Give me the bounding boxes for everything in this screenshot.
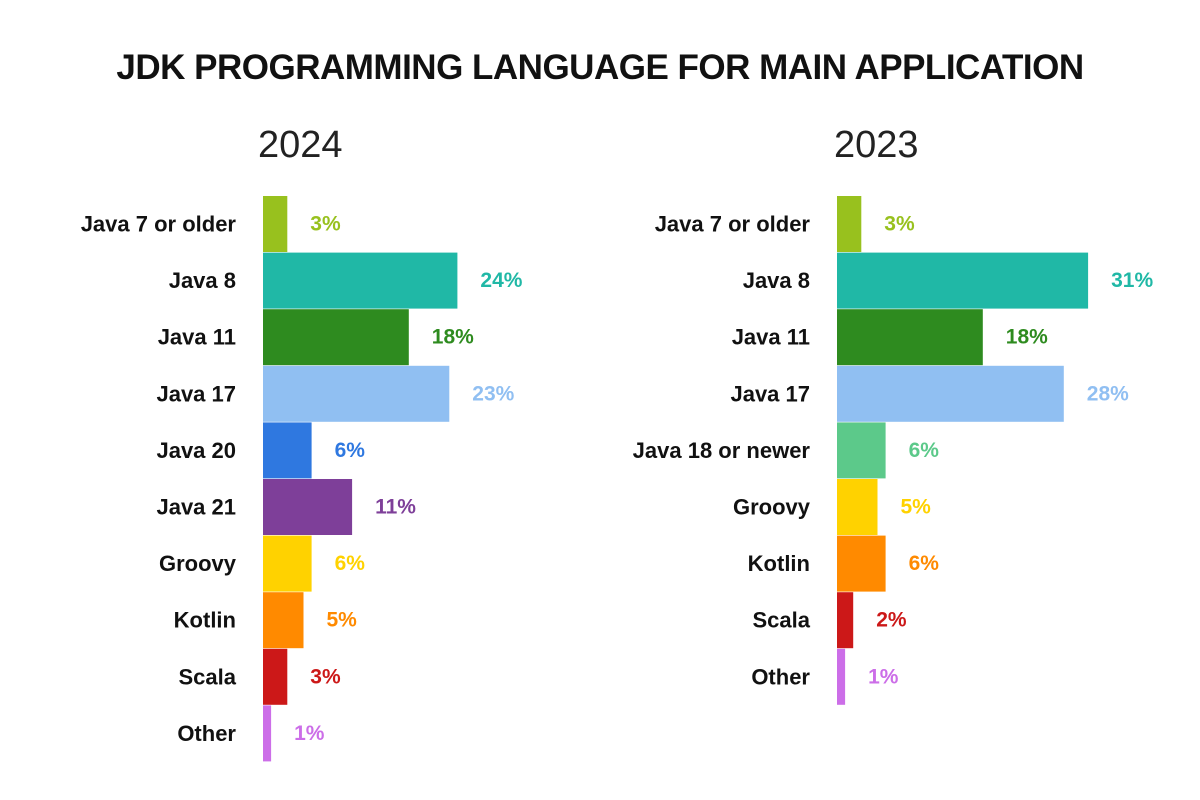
category-label: Groovy [733,495,811,520]
bar [263,252,458,309]
bar [263,196,288,252]
bar [837,648,846,705]
bar [263,422,312,479]
value-label: 31% [1111,269,1153,292]
category-label: Other [751,664,810,689]
bar [837,252,1089,309]
panel-title-2024: 2024 [258,124,343,166]
bar [263,309,409,366]
value-label: 11% [375,496,416,519]
category-label: Java 11 [732,325,810,350]
value-label: 3% [310,665,341,688]
bar [837,196,862,252]
value-label: 1% [868,665,899,688]
value-label: 18% [432,326,474,349]
category-label: Other [177,721,236,746]
value-label: 18% [1006,326,1048,349]
category-label: Kotlin [748,551,810,576]
value-label: 5% [901,496,932,519]
bar [837,592,854,649]
value-label: 3% [310,213,341,236]
category-label: Java 18 or newer [633,438,811,463]
category-label: Java 7 or older [655,212,811,237]
category-label: Java 21 [156,495,236,520]
bar [263,592,304,649]
category-label: Java 8 [169,268,236,293]
value-label: 5% [327,609,358,632]
bar [837,422,886,479]
bar [263,479,353,535]
panel-title-2023: 2023 [834,124,919,166]
bar [837,309,983,366]
category-label: Java 11 [158,325,236,350]
value-label: 2% [876,609,907,632]
category-label: Java 17 [730,381,810,406]
bar [837,365,1064,422]
category-label: Scala [179,664,237,689]
category-label: Scala [753,608,811,633]
value-label: 6% [909,439,940,462]
category-label: Kotlin [174,608,236,633]
value-label: 24% [480,269,522,292]
chart-panel-2024: Java 7 or older 3% Java 8 24% Java 11 18% Java… [81,196,523,762]
bar [837,479,878,535]
bar [263,648,288,705]
value-label: 6% [335,439,366,462]
value-label: 6% [909,552,940,575]
chart-title: JDK PROGRAMMING LANGUAGE FOR MAIN APPLIC… [116,48,1084,87]
category-label: Java 20 [156,438,236,463]
category-label: Java 8 [743,268,810,293]
bar [263,705,272,762]
value-label: 3% [884,213,915,236]
bar [263,365,450,422]
chart-panel-2023: Java 7 or older 3% Java 8 31% Java 11 18% Java… [633,196,1153,705]
value-label: 1% [294,722,325,745]
bar [263,535,312,592]
value-label: 23% [472,382,514,405]
bar [837,535,886,592]
category-label: Java 17 [156,381,236,406]
category-label: Groovy [159,551,237,576]
value-label: 28% [1087,382,1129,405]
value-label: 6% [335,552,366,575]
category-label: Java 7 or older [81,212,237,237]
